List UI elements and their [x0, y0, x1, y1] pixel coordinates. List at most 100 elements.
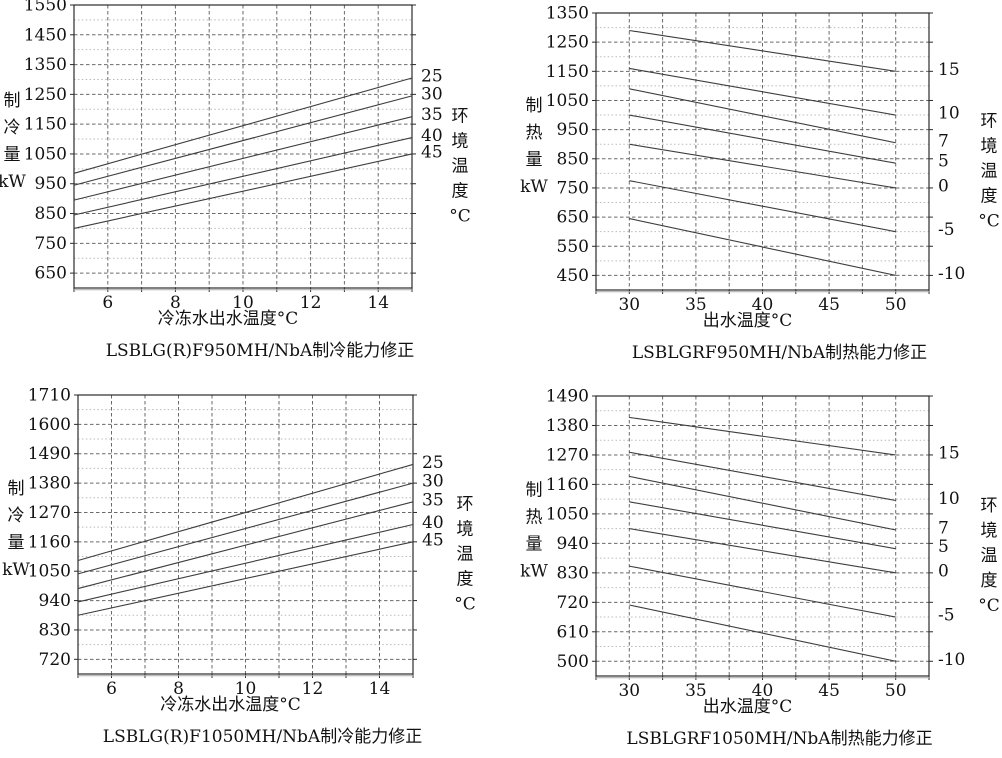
- y-tick-label: 1160: [28, 532, 71, 552]
- x-tick-label: 6: [106, 679, 117, 699]
- y-axis-title-char: kW: [2, 560, 30, 580]
- plot-border: [73, 4, 413, 289]
- y-axis-title-char: kW: [0, 172, 26, 192]
- y-axis-title-char: 制: [8, 479, 25, 499]
- series-end-label-40: 40: [421, 126, 443, 146]
- y-tick-label: 850: [35, 204, 67, 224]
- y-tick-label: 1250: [24, 85, 67, 105]
- y-axis-title-char: 量: [8, 533, 25, 553]
- y-tick-label: 1380: [28, 474, 71, 494]
- y-tick-label: 450: [557, 266, 589, 286]
- y-tick-label: 830: [39, 620, 71, 640]
- series-line-15: [629, 416, 896, 456]
- series-line-45: [73, 153, 413, 229]
- series-line-5: [629, 501, 896, 550]
- right-axis-title-char: 温: [981, 162, 998, 182]
- y-tick-label: 650: [35, 264, 67, 284]
- x-tick-label: 8: [173, 679, 184, 699]
- y-tick-label: 850: [557, 149, 589, 169]
- y-tick-label: 1550: [24, 0, 67, 16]
- series-line-5: [629, 114, 896, 164]
- y-axis-title-char: 热: [526, 508, 543, 528]
- y-axis-title-char: 冷: [4, 118, 21, 138]
- y-tick-label: 500: [557, 652, 589, 672]
- x-tick-label: 45: [818, 295, 840, 315]
- chart-1050mh-heating-correction: 500 610 720 830 940 1050 1160 1270 1380 1490 30 35 4…: [501, 379, 1002, 758]
- series-end-label-45: 45: [422, 530, 444, 550]
- series-end-label-10: 10: [938, 489, 960, 509]
- x-axis-label: 出水温度°C: [703, 697, 793, 717]
- x-tick-label: 10: [235, 679, 257, 699]
- y-tick-label: 1600: [28, 415, 71, 435]
- series-line-7: [629, 88, 896, 144]
- series-line-35: [77, 501, 414, 590]
- series-line-30: [73, 95, 413, 186]
- right-axis-title-char: °C: [978, 596, 1000, 616]
- y-tick-label: 1250: [546, 33, 589, 53]
- series-line--10: [629, 604, 896, 662]
- chart-1050mh-cooling-correction: 720 830 940 1050 1160 1270 1380 1490 1600 1710 6 8 1…: [0, 379, 501, 758]
- right-axis-title-char: °C: [449, 207, 471, 227]
- y-tick-label: 1050: [546, 504, 589, 524]
- series-line-0: [629, 528, 896, 574]
- x-tick-label: 40: [752, 295, 774, 315]
- plot-border: [595, 12, 930, 291]
- chart-title: LSBLGRF950MH/NbA制热能力修正: [632, 343, 927, 363]
- series-line-25: [73, 77, 413, 174]
- y-tick-label: 1160: [546, 475, 589, 495]
- chart-title: LSBLGRF1050MH/NbA制热能力修正: [626, 729, 932, 749]
- right-axis-title-char: 温: [452, 157, 469, 177]
- y-tick-label: 1150: [546, 62, 589, 82]
- chart-title: LSBLG(R)F1050MH/NbA制冷能力修正: [103, 727, 422, 747]
- series-end-label-0: 0: [938, 176, 949, 196]
- y-tick-label: 1150: [24, 115, 67, 135]
- y-tick-label: 950: [35, 174, 67, 194]
- series-line-30: [77, 482, 414, 575]
- y-axis-title-char: 制: [4, 91, 21, 111]
- right-axis-title-char: 境: [452, 132, 469, 152]
- right-axis-title-char: 环: [981, 496, 998, 516]
- x-tick-label: 6: [102, 293, 113, 313]
- series-line-45: [77, 541, 414, 616]
- y-tick-label: 1350: [24, 55, 67, 75]
- y-axis-title-char: 量: [4, 145, 21, 165]
- y-axis-title-char: 热: [526, 123, 543, 143]
- y-tick-label: 750: [35, 234, 67, 254]
- series-end-label-10: 10: [938, 104, 960, 124]
- right-axis-title-char: 境: [981, 521, 998, 541]
- series-end-label-15: 15: [938, 443, 960, 463]
- series-end-label-5: 5: [938, 152, 949, 172]
- x-tick-label: 35: [685, 681, 707, 701]
- series-end-label-40: 40: [422, 513, 444, 533]
- series-line-10: [629, 67, 896, 116]
- right-axis-title-char: 温: [981, 546, 998, 566]
- y-tick-label: 1050: [28, 562, 71, 582]
- y-axis-title-char: 量: [526, 150, 543, 170]
- series-line-15: [629, 29, 896, 72]
- y-tick-label: 1050: [24, 144, 67, 164]
- series-end-label--10: -10: [938, 264, 965, 284]
- series-end-label--10: -10: [938, 650, 965, 670]
- x-axis-label: 冷冻水出水温度°C: [158, 309, 299, 329]
- y-tick-label: 1050: [546, 91, 589, 111]
- x-tick-label: 50: [885, 295, 907, 315]
- series-line--5: [629, 180, 896, 233]
- y-tick-label: 1490: [28, 444, 71, 464]
- chart-950mh-cooling-correction: 650 750 850 950 1050 1150 1250 1350 1450 1550 6 8 10…: [0, 0, 501, 379]
- series-line-0: [629, 143, 896, 189]
- series-line-35: [73, 116, 413, 201]
- y-tick-label: 650: [557, 208, 589, 228]
- series-end-label--5: -5: [938, 606, 955, 626]
- series-end-label-25: 25: [422, 453, 444, 473]
- series-end-label-7: 7: [938, 518, 949, 538]
- x-tick-label: 30: [618, 681, 640, 701]
- x-tick-label: 35: [685, 295, 707, 315]
- y-tick-label: 720: [39, 650, 71, 670]
- y-tick-label: 830: [557, 563, 589, 583]
- series-end-label-15: 15: [938, 60, 960, 80]
- right-axis-title-char: 温: [457, 545, 474, 565]
- x-tick-label: 14: [367, 293, 389, 313]
